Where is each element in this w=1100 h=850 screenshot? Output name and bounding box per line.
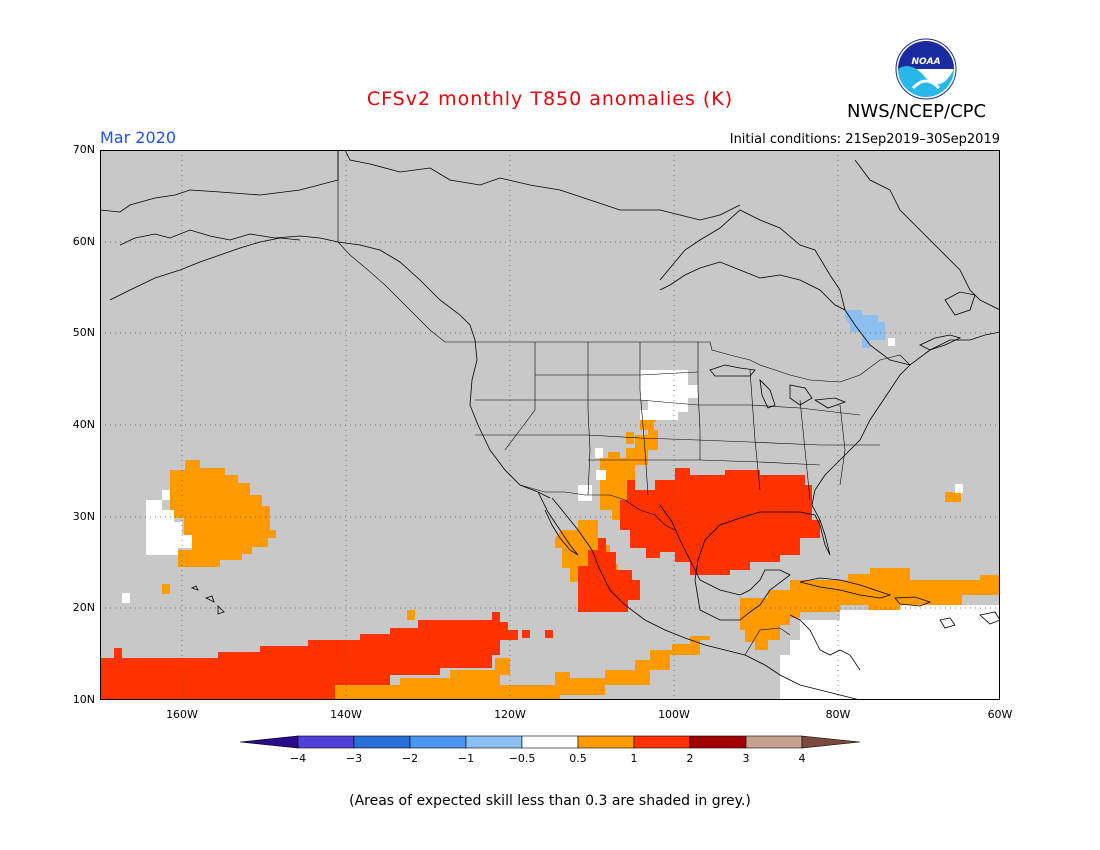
white-pixel	[162, 490, 170, 500]
colorbar-tick-label: 2	[686, 752, 694, 765]
boundaries	[337, 150, 911, 656]
colorbar-cell	[633, 735, 691, 749]
colorbar-tick-label: 4	[798, 752, 806, 765]
north-pacific-white-patch	[146, 500, 192, 555]
colorbar-cell	[409, 735, 467, 749]
white-pixel-3	[578, 485, 592, 501]
colorbar-tick-label: −2	[401, 752, 419, 765]
lat-label-20n: 20N	[72, 601, 95, 614]
coastlines	[100, 150, 1000, 700]
agency-label: NWS/NCEP/CPC	[847, 101, 987, 122]
southern-us-warm-skirt	[600, 430, 658, 520]
warm-pixel-6	[640, 420, 654, 430]
lon-label-160w: 160W	[166, 708, 198, 721]
colorbar-cell	[577, 735, 635, 749]
colorbar-cell	[521, 735, 579, 749]
warm-pixel-3	[545, 630, 553, 638]
white-pixel-2	[122, 593, 130, 603]
quebec-white-pixel	[888, 338, 895, 346]
atlantic-warm-pixel	[945, 492, 961, 502]
lat-label-30n: 30N	[72, 510, 95, 523]
lon-label-100w: 100W	[658, 708, 690, 721]
colorbar-cell	[297, 735, 355, 749]
initial-conditions: Initial conditions: 21Sep2019–30Sep2019	[729, 132, 1000, 147]
colorbar-tick-label: 0.5	[569, 752, 587, 765]
colorbar-tick-label: −0.5	[508, 752, 536, 765]
map-frame	[100, 150, 1000, 700]
lon-label-120w: 120W	[494, 708, 526, 721]
colorbar-tick-label: 1	[630, 752, 638, 765]
colorbar	[240, 735, 861, 749]
warm-pixel-5	[162, 584, 170, 594]
noaa-logo: NOAA	[895, 38, 957, 100]
warm-pixel-8	[626, 432, 634, 444]
lat-label-40n: 40N	[72, 418, 95, 431]
colorbar-cell	[689, 735, 747, 749]
colorbar-cell	[745, 735, 803, 749]
colorbar-cell	[465, 735, 523, 749]
colorbar-cell	[801, 735, 861, 749]
lon-label-60w: 60W	[987, 708, 1013, 721]
footnote: (Areas of expected skill less than 0.3 a…	[349, 793, 751, 809]
logo-text: NOAA	[911, 57, 940, 67]
quebec-cool-region	[845, 310, 885, 348]
caribbean-warm-region	[740, 568, 1000, 650]
graticule	[100, 150, 1000, 700]
colorbar-tick-label: −3	[345, 752, 363, 765]
lon-label-140w: 140W	[330, 708, 362, 721]
anomaly-map	[100, 150, 1000, 700]
colorbar-cell	[240, 735, 299, 749]
colorbar-tick-label: 3	[742, 752, 750, 765]
warm-pixel-1	[407, 610, 415, 620]
colorbar-tick-label: −4	[289, 752, 307, 765]
tropical-pacific-warm-skirt	[335, 636, 710, 700]
lat-label-60n: 60N	[72, 235, 95, 248]
lat-label-70n: 70N	[72, 143, 95, 156]
lat-label-50n: 50N	[72, 326, 95, 339]
lat-label-10n: 10N	[72, 693, 95, 706]
white-pixel-5	[595, 448, 603, 458]
plains-white-region-2	[640, 370, 698, 420]
caribbean-white-region	[780, 605, 1000, 700]
colorbar-cell	[353, 735, 411, 749]
warm-pixel-2	[522, 630, 530, 638]
tropical-pacific-warm-region	[100, 612, 518, 700]
north-pacific-warm-region	[170, 460, 276, 567]
map-title: CFSv2 monthly T850 anomalies (K)	[366, 88, 734, 110]
valid-month: Mar 2020	[100, 128, 176, 147]
atlantic-white-pixel	[955, 484, 963, 493]
warm-pixel-4	[114, 648, 122, 658]
mexico-warm-region	[578, 538, 640, 612]
white-pixel-4	[596, 470, 606, 480]
colorbar-tick-label: −1	[457, 752, 475, 765]
southern-us-warm-region	[620, 448, 820, 575]
lon-label-80w: 80W	[825, 708, 851, 721]
